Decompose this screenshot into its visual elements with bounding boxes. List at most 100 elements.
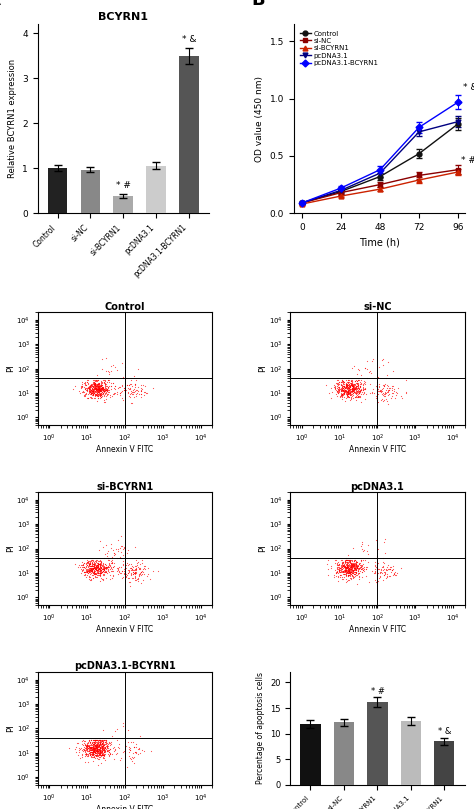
Point: [336, 565, 343, 578]
Point: [324, 568, 332, 581]
Point: [109, 569, 117, 582]
Point: [335, 373, 342, 386]
Point: [88, 740, 95, 753]
Point: [131, 570, 138, 582]
Point: [340, 384, 348, 397]
Point: [90, 733, 97, 746]
Point: [347, 559, 355, 572]
Point: [342, 385, 350, 398]
Point: [331, 383, 339, 396]
Point: [95, 383, 103, 396]
Point: [335, 559, 342, 572]
Point: [335, 557, 343, 570]
Point: [331, 564, 338, 577]
Point: [351, 557, 359, 570]
Point: [91, 379, 99, 392]
Point: [96, 736, 103, 749]
Point: [98, 748, 106, 761]
Point: [368, 354, 375, 367]
Point: [83, 564, 91, 577]
Point: [114, 534, 122, 547]
Point: [97, 738, 105, 751]
Point: [87, 742, 95, 755]
Point: [89, 748, 96, 761]
Point: [120, 568, 128, 581]
Point: [88, 392, 95, 404]
Point: [344, 389, 352, 402]
Point: [92, 560, 100, 573]
Point: [352, 565, 360, 578]
Point: [358, 562, 366, 575]
Point: [93, 561, 101, 574]
Point: [90, 378, 97, 391]
Point: [103, 375, 110, 388]
Point: [335, 380, 343, 393]
Point: [333, 556, 341, 569]
Point: [100, 734, 108, 747]
Point: [93, 734, 101, 747]
Point: [342, 379, 350, 392]
Point: [104, 744, 111, 757]
Point: [90, 748, 98, 760]
Point: [351, 562, 358, 575]
Point: [353, 387, 360, 400]
Point: [349, 379, 356, 392]
Point: [86, 560, 94, 573]
Point: [123, 383, 130, 396]
Point: [112, 543, 119, 556]
Point: [91, 567, 98, 580]
Point: [100, 743, 108, 756]
Point: [352, 386, 359, 399]
Point: [93, 744, 101, 757]
Point: [131, 541, 139, 554]
Point: [97, 388, 104, 400]
Point: [86, 741, 94, 754]
Point: [340, 383, 348, 396]
Point: [343, 562, 350, 575]
Point: [91, 384, 98, 397]
Point: [349, 388, 357, 401]
Point: [360, 565, 367, 578]
Point: [135, 381, 142, 394]
Point: [100, 741, 108, 754]
Point: [138, 564, 146, 577]
Point: [349, 561, 356, 574]
Point: [342, 563, 350, 576]
Point: [82, 740, 90, 753]
Point: [361, 362, 369, 375]
Point: [344, 565, 351, 578]
Point: [93, 383, 100, 396]
Point: [84, 739, 91, 752]
Point: [127, 743, 134, 756]
Point: [119, 719, 127, 732]
Point: [342, 568, 350, 581]
Point: [346, 378, 353, 391]
Point: [93, 383, 101, 396]
Point: [336, 563, 343, 576]
Point: [337, 388, 345, 400]
Point: [131, 574, 139, 587]
Point: [133, 557, 141, 570]
Point: [125, 544, 132, 557]
Point: [106, 560, 113, 573]
Point: [86, 735, 94, 748]
Point: [95, 381, 102, 394]
Point: [91, 735, 99, 748]
Point: [103, 558, 110, 571]
Point: [92, 568, 100, 581]
Point: [115, 738, 122, 751]
Point: [126, 752, 133, 765]
Point: [377, 564, 385, 577]
Point: [88, 562, 95, 575]
Point: [84, 739, 92, 752]
Point: [338, 383, 346, 396]
Point: [104, 381, 112, 394]
Point: [352, 388, 359, 400]
Point: [137, 388, 145, 400]
Point: [366, 377, 374, 390]
Point: [351, 553, 359, 566]
Point: [353, 381, 360, 394]
Point: [104, 738, 112, 751]
Point: [94, 380, 101, 393]
Point: [343, 557, 350, 570]
